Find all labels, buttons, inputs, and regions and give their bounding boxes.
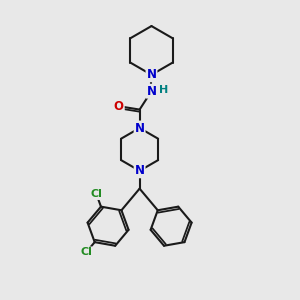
Text: N: N	[135, 122, 145, 134]
Text: Cl: Cl	[80, 248, 92, 257]
Text: N: N	[146, 68, 157, 81]
Text: Cl: Cl	[90, 189, 102, 199]
Text: O: O	[114, 100, 124, 113]
Text: N: N	[146, 85, 157, 98]
Text: H: H	[159, 85, 169, 95]
Text: N: N	[135, 164, 145, 177]
